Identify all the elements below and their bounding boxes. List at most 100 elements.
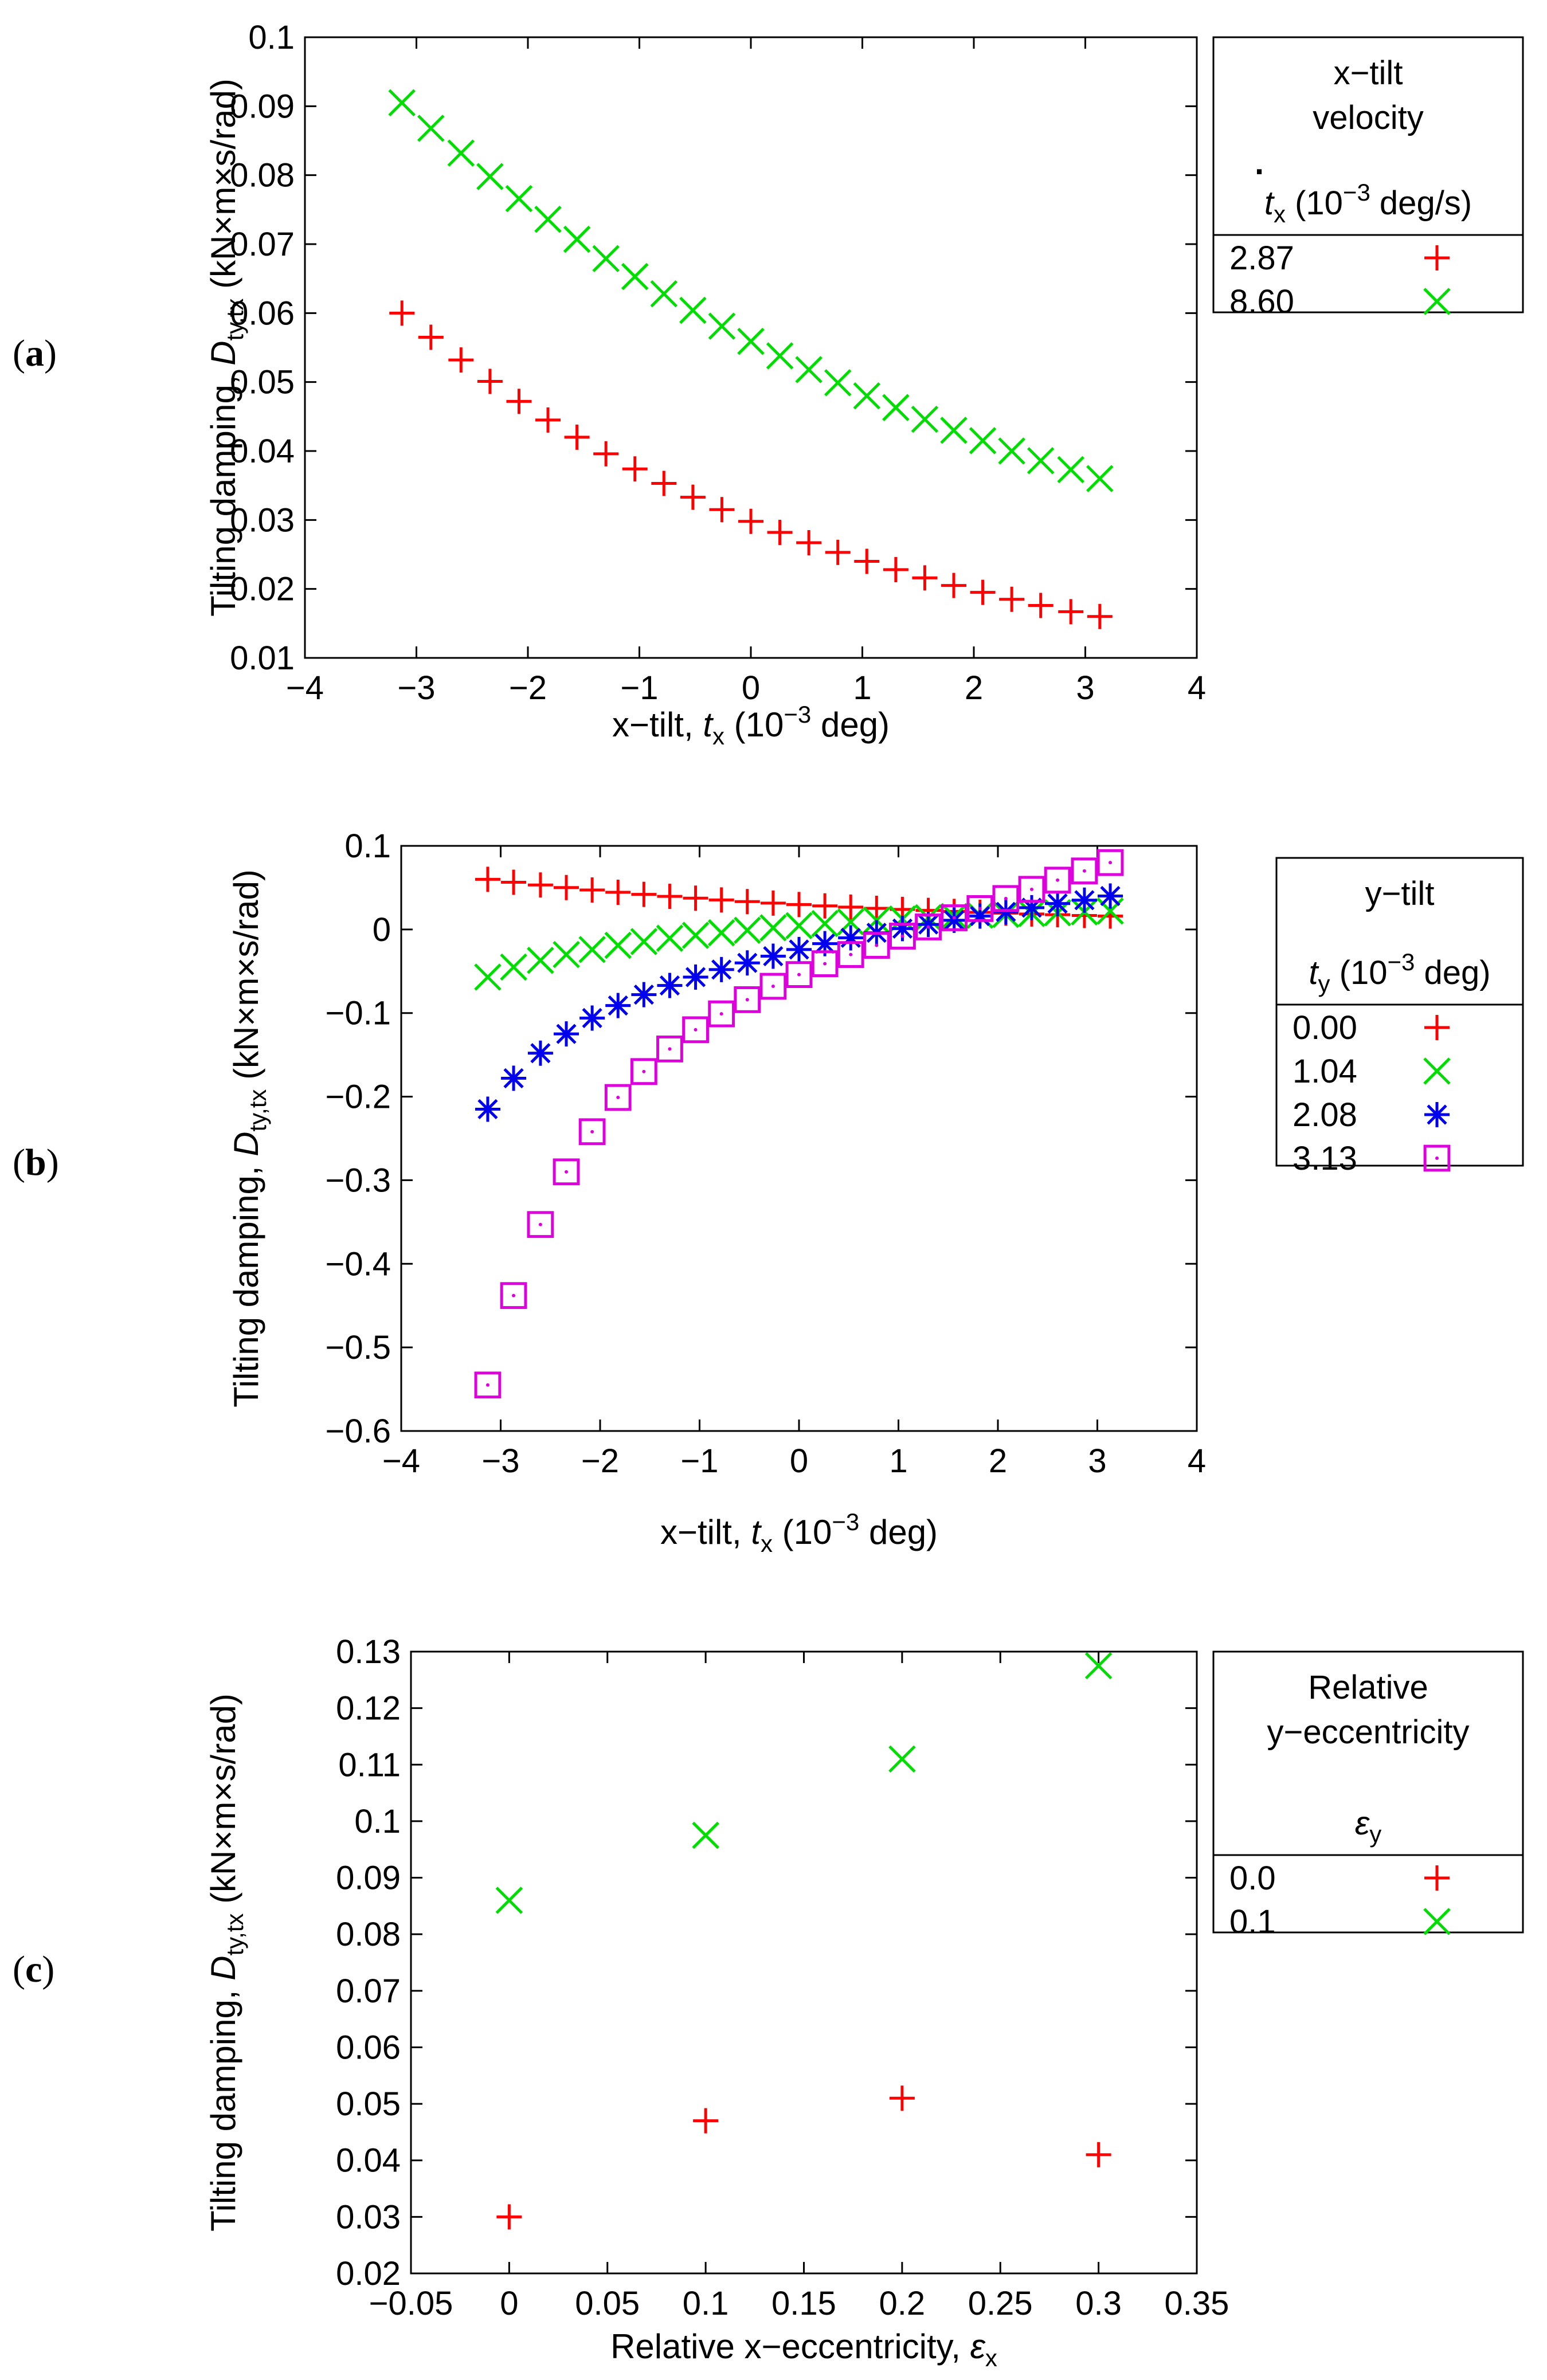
- data-point: [1086, 2142, 1111, 2167]
- data-point: [915, 913, 942, 940]
- x-axis-label-unit-end: deg): [859, 1513, 938, 1551]
- y-tick-label: 0.09: [230, 88, 295, 125]
- legend-variable-symbol: t: [1309, 954, 1319, 991]
- data-point: [578, 936, 606, 963]
- legend-variable-symbol: t: [1264, 185, 1275, 222]
- data-point: [854, 548, 880, 574]
- panel-label-close: ): [44, 332, 57, 374]
- data-point: [622, 456, 648, 482]
- data-point: [888, 1745, 916, 1773]
- legend-variable-unit-end: deg): [1415, 954, 1490, 991]
- data-point-dot: [719, 1012, 723, 1016]
- data-point-outline: [837, 941, 864, 969]
- data-point: [500, 1282, 527, 1309]
- y-axis-label-symbol: D: [227, 1131, 265, 1156]
- data-point-outline: [992, 885, 1020, 912]
- data-point: [1027, 447, 1055, 475]
- data-point: [417, 115, 445, 142]
- data-point: [505, 185, 533, 213]
- data-point: [495, 1887, 523, 1914]
- data-point-outline: [889, 923, 916, 950]
- legend-title: velocity: [1313, 99, 1423, 136]
- y-tick-label: −0.2: [326, 1079, 391, 1116]
- data-point-outline: [656, 1036, 683, 1062]
- x-axis-label-subscript: x: [712, 723, 724, 750]
- y-tick-label: 0.13: [336, 1633, 401, 1671]
- data-point: [501, 869, 527, 895]
- y-tick-label: 0.08: [230, 157, 295, 194]
- y-tick-label: 0: [373, 911, 391, 948]
- legend-variable-dot: .: [1255, 144, 1264, 182]
- legend-box: [1212, 1650, 1524, 1934]
- data-point: [476, 163, 504, 190]
- data-point: [579, 1005, 605, 1031]
- data-point: [999, 586, 1025, 612]
- legend-entry-label: 0.0: [1229, 1860, 1276, 1897]
- y-axis-label-unit: (kN×m×s/rad): [227, 869, 265, 1089]
- data-point: [1057, 456, 1084, 484]
- legend-title: x−tilt: [1334, 54, 1403, 92]
- x-tick-label: 2: [965, 669, 983, 707]
- data-point: [535, 407, 561, 433]
- data-point-outline: [966, 895, 994, 922]
- data-point: [709, 497, 735, 523]
- data-point-dot: [694, 1028, 698, 1032]
- panel-label-open: (: [13, 1948, 25, 1990]
- data-point-dot: [771, 985, 775, 989]
- plot-frame: [304, 36, 1198, 659]
- data-point-outline: [1044, 866, 1071, 894]
- y-axis-label-symbol: D: [204, 1955, 242, 1980]
- legend-variable-symbol: ε: [1355, 1805, 1370, 1842]
- y-tick-label: 0.03: [230, 501, 295, 539]
- data-point: [796, 530, 822, 556]
- legend-entry-marker: [1423, 288, 1451, 315]
- data-point: [447, 139, 475, 167]
- y-tick-label: −0.1: [326, 995, 391, 1032]
- x-tick-label: −2: [509, 669, 547, 707]
- legend-box: [1212, 36, 1524, 313]
- data-point: [563, 225, 591, 253]
- data-point-outline: [630, 1058, 657, 1085]
- data-point: [651, 470, 677, 496]
- data-point: [500, 953, 527, 981]
- series-2.87: [389, 300, 1113, 629]
- data-point: [475, 1096, 500, 1122]
- data-point: [967, 903, 993, 929]
- y-tick-label: 0.05: [230, 364, 295, 401]
- data-point: [527, 1040, 553, 1066]
- data-point-dot: [538, 1222, 542, 1226]
- x-tick-label: 0.35: [1165, 2285, 1229, 2322]
- panel-label-letter: a: [25, 332, 44, 374]
- data-point: [966, 895, 994, 922]
- legend-entry-marker-outline: [1423, 1144, 1451, 1172]
- y-axis-label: Tilting damping, Dty,tx (kN×m×s/rad): [204, 1693, 248, 2232]
- data-point: [785, 961, 813, 989]
- legend-variable-subscript: y: [1369, 1821, 1381, 1848]
- x-axis-label-symbol: ε: [970, 2327, 986, 2366]
- data-point: [527, 1211, 554, 1238]
- data-point-dot: [565, 1170, 569, 1174]
- data-point: [1028, 593, 1053, 618]
- data-point: [448, 347, 474, 373]
- y-axis-label-text: Tilting damping,: [227, 1156, 265, 1407]
- data-point-dot: [1056, 878, 1060, 882]
- data-point: [1019, 895, 1044, 920]
- y-axis-label: Tilting damping, Dty,tx (kN×m×s/rad): [204, 79, 248, 617]
- legend-entry-marker-dot: [1435, 1156, 1439, 1160]
- data-point-outline: [734, 986, 761, 1013]
- data-point: [882, 394, 910, 421]
- data-point-outline: [1018, 876, 1045, 903]
- y-tick-label: 0.07: [336, 1973, 401, 2010]
- x-axis-label-unit: (10: [773, 1513, 832, 1551]
- series-0.00: [475, 866, 1123, 929]
- panel-label: (c): [13, 1948, 54, 1990]
- legend-entry-marker: [1424, 1865, 1450, 1891]
- data-point: [683, 885, 708, 911]
- panel-label-letter: c: [25, 1948, 42, 1990]
- data-point: [474, 1371, 502, 1399]
- data-point-outline: [915, 913, 942, 940]
- y-axis-label-unit: (kN×m×s/rad): [204, 1693, 242, 1913]
- data-point: [708, 887, 734, 913]
- legend-entry-marker: [1424, 1015, 1450, 1040]
- x-axis-label-subscript: x: [985, 2344, 997, 2371]
